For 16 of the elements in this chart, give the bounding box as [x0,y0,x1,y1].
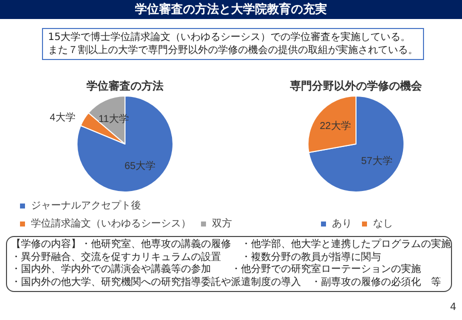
chart-title: 専門分野以外の学修の機会 [289,80,423,92]
data-label: 65大学 [124,160,156,172]
legend-label: 双方 [212,218,232,230]
data-label: 57大学 [361,154,392,167]
data-label: 4大学 [50,111,76,124]
text: 学位審査の方法と大学院教育の充実 [0,0,462,19]
legend-label: ジャーナルアクセプト後 [31,200,141,212]
legend-label: 学位請求論文（いわゆるシーシス） [31,218,191,230]
legend-label: あり [332,218,352,230]
chart-title: 学位審査の方法 [86,80,164,92]
text: また７割以上の大学で専門分野以外の学修の機会の提供の取組が実施されている。 [48,44,418,57]
text: 15大学で博士学位請求論文（いわゆるシーシス）での学位審査を実施している。 [48,31,412,44]
data-label: 22大学 [320,120,351,132]
speech-bubble: 【学修の内容】・他研究室、他専攻の講義の履修 ・他学部、他大学と連携したプログラムの実施 ・異分野融合、交流を促すカリキュラムの設置 ・複数分野の教員が指導に関与 ・国内外、学内外での講演会や講義等の参加 ・他分野での研究室ローテーションの実施 ・国内外の他大学、研究機関への研究指導委託や派遣制度の導入 ・副専攻の履修の必須化 等 [6,236,452,292]
legend-label: なし [373,218,393,230]
text: 4 [450,302,456,313]
